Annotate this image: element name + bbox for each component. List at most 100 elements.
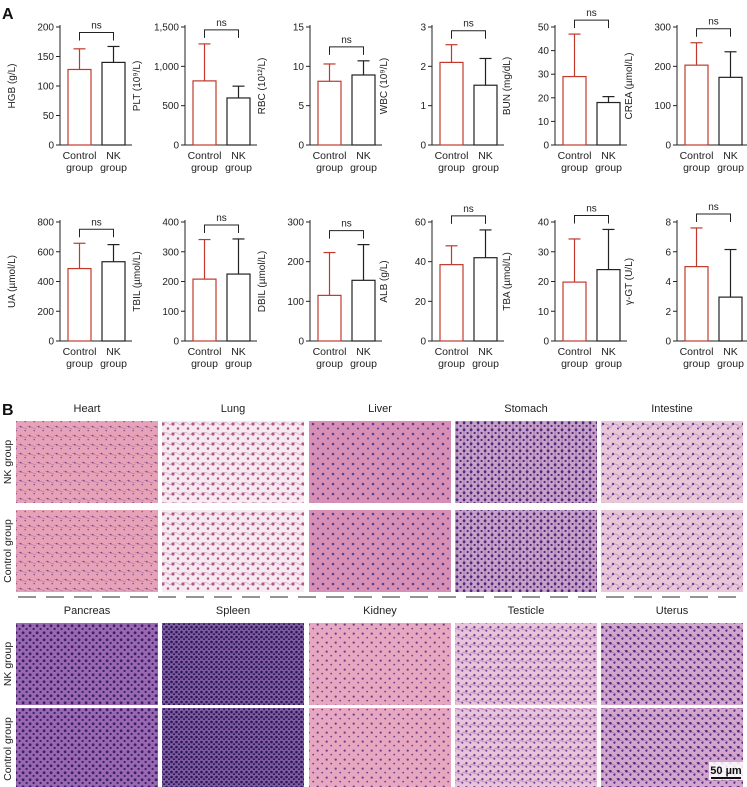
y-tick-label: 15 bbox=[293, 23, 305, 34]
y-tick-label: 0 bbox=[48, 141, 54, 152]
histology-image bbox=[601, 510, 743, 592]
y-tick-label: 100 bbox=[37, 82, 54, 93]
control-category-label: Control bbox=[435, 150, 469, 162]
row-label: NK group bbox=[2, 440, 14, 485]
control-category-label: Control bbox=[188, 150, 222, 162]
control-category-label: Control bbox=[313, 150, 347, 162]
y-tick-label: 5 bbox=[298, 101, 304, 112]
y-tick-label: 300 bbox=[162, 247, 179, 258]
control-category-label-line2: group bbox=[66, 162, 93, 174]
y-tick-label: 0 bbox=[420, 141, 426, 152]
histology-grid: Heart Lung Liver Stomach Intestine NK group Co… bbox=[2, 403, 743, 787]
histology-image bbox=[162, 623, 304, 705]
y-tick-label: 200 bbox=[37, 307, 54, 318]
organ-label: Heart bbox=[74, 403, 101, 415]
y-tick-label: 10 bbox=[538, 117, 550, 128]
nk-category-label-line2: group bbox=[225, 358, 252, 370]
control-category-label-line2: group bbox=[683, 162, 710, 174]
y-tick-label: 150 bbox=[37, 52, 54, 63]
nk-bar bbox=[226, 273, 251, 342]
nk-category-label-line2: group bbox=[472, 162, 499, 174]
significance-bracket bbox=[574, 19, 609, 29]
control-bar bbox=[439, 61, 464, 146]
significance-label: ns bbox=[91, 20, 102, 31]
control-category-label-line2: group bbox=[191, 162, 218, 174]
y-tick-label: 0 bbox=[298, 337, 304, 348]
y-tick-label: 0 bbox=[665, 337, 671, 348]
control-category-label: Control bbox=[558, 150, 592, 162]
histology-image bbox=[162, 708, 304, 787]
scale-bar-background bbox=[709, 762, 743, 780]
y-tick-label: 50 bbox=[538, 23, 550, 34]
significance-bracket bbox=[696, 28, 731, 37]
y-tick-label: 0 bbox=[173, 141, 179, 152]
y-tick-label: 8 bbox=[665, 218, 671, 229]
nk-bar bbox=[596, 269, 621, 342]
nk-bar bbox=[473, 84, 498, 146]
y-tick-label: 0 bbox=[173, 337, 179, 348]
nk-category-label: NK bbox=[231, 346, 246, 358]
control-category-label-line2: group bbox=[683, 358, 710, 370]
nk-category-label: NK bbox=[478, 346, 493, 358]
significance-bracket bbox=[204, 224, 239, 233]
nk-category-label-line2: group bbox=[595, 162, 622, 174]
nk-bar bbox=[101, 61, 126, 146]
y-tick-label: 20 bbox=[415, 297, 427, 308]
significance-label: ns bbox=[586, 203, 597, 214]
histology-image bbox=[601, 421, 743, 503]
significance-bracket bbox=[79, 228, 114, 238]
control-bar bbox=[192, 278, 217, 342]
y-tick-label: 800 bbox=[37, 218, 54, 229]
y-axis-label: RBC (10¹²/L) bbox=[257, 58, 268, 115]
nk-category-label: NK bbox=[356, 346, 371, 358]
control-bar bbox=[67, 267, 92, 342]
histology-image bbox=[309, 623, 451, 705]
control-category-label-line2: group bbox=[316, 358, 343, 370]
nk-category-label-line2: group bbox=[100, 358, 127, 370]
y-axis-label: CREA (µmol/L) bbox=[624, 53, 635, 120]
y-axis-label: UA (µmol/L) bbox=[7, 255, 18, 308]
y-tick-label: 300 bbox=[287, 218, 304, 229]
histology-image bbox=[16, 510, 158, 592]
y-tick-label: 0 bbox=[420, 337, 426, 348]
nk-category-label-line2: group bbox=[717, 358, 744, 370]
nk-category-label: NK bbox=[106, 150, 121, 162]
control-bar bbox=[317, 80, 342, 146]
y-tick-label: 600 bbox=[37, 247, 54, 258]
y-tick-label: 10 bbox=[538, 307, 550, 318]
y-tick-label: 200 bbox=[162, 277, 179, 288]
histology-image bbox=[162, 510, 304, 592]
organ-label: Spleen bbox=[216, 605, 250, 617]
organ-label: Intestine bbox=[651, 403, 693, 415]
organ-label: Liver bbox=[368, 403, 392, 415]
y-axis-label: TBIL (µmol/L) bbox=[132, 251, 143, 311]
control-category-label: Control bbox=[188, 346, 222, 358]
y-tick-label: 2 bbox=[420, 62, 426, 73]
significance-bracket bbox=[451, 215, 486, 224]
control-category-label-line2: group bbox=[438, 162, 465, 174]
histology-image bbox=[309, 510, 451, 592]
significance-bracket bbox=[696, 213, 731, 222]
nk-category-label: NK bbox=[478, 150, 493, 162]
control-category-label-line2: group bbox=[191, 358, 218, 370]
significance-label: ns bbox=[341, 219, 352, 230]
control-bar bbox=[684, 266, 709, 342]
y-tick-label: 0 bbox=[543, 337, 549, 348]
histology-image bbox=[309, 421, 451, 503]
y-tick-label: 2 bbox=[665, 307, 671, 318]
control-category-label: Control bbox=[63, 346, 97, 358]
y-tick-label: 1,000 bbox=[154, 62, 179, 73]
y-tick-label: 3 bbox=[420, 23, 426, 34]
histology-image bbox=[16, 708, 158, 787]
significance-label: ns bbox=[216, 18, 227, 29]
control-category-label: Control bbox=[435, 346, 469, 358]
y-tick-label: 1,500 bbox=[154, 23, 179, 34]
y-tick-label: 4 bbox=[665, 277, 671, 288]
